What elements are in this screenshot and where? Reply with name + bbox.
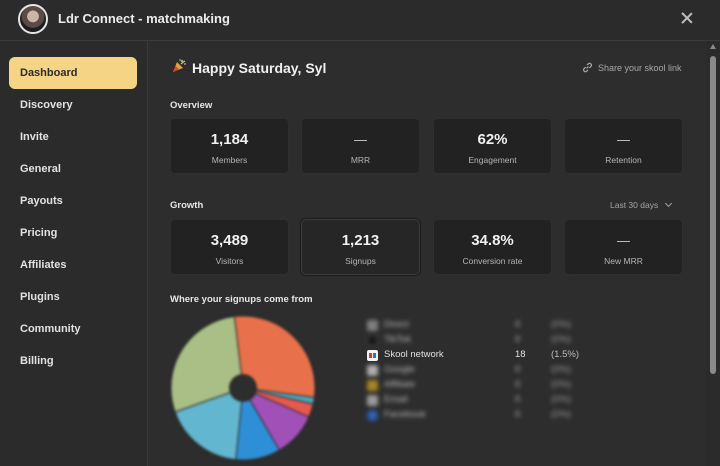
card-value: 1,213 [341,232,380,249]
source-name: Direct [384,319,409,330]
source-count: 0 [515,364,521,375]
sidebar-item-payouts[interactable]: Payouts [20,195,63,207]
source-name: Email [384,394,408,405]
source-percent: (0%) [551,409,572,420]
source-percent: (1.5%) [551,349,579,360]
skool-icon [367,350,378,361]
share-link[interactable]: Share your skool link [581,59,682,75]
scroll-thumb[interactable] [710,56,716,374]
tiktok-icon [367,335,378,346]
card-engagement[interactable]: 62% Engagement [433,118,552,174]
source-percent: (0%) [551,334,572,345]
source-count: 0 [515,409,521,420]
card-value: — [617,132,630,147]
source-row-email: Email 0 (0%) [365,394,585,408]
pie-slice [170,315,244,413]
source-count: 0 [515,379,521,390]
overview-title: Overview [170,100,213,111]
main-content: Happy Saturday, Syl Share your skool lin… [149,42,706,466]
party-popper-icon [173,59,186,72]
chevron-down-icon [665,199,673,208]
card-signups[interactable]: 1,213 Signups [301,219,420,275]
sidebar-item-community[interactable]: Community [20,323,81,335]
sources-title: Where your signups come from [170,294,313,305]
source-name: Affiliate [384,379,415,390]
card-value: 34.8% [471,232,514,249]
date-range-label: Last 30 days [610,200,659,210]
card-value: 3,489 [210,232,249,249]
source-count: 18 [515,349,526,360]
app-title: Ldr Connect - matchmaking [58,11,230,26]
sidebar-item-billing[interactable]: Billing [20,355,54,367]
pie-center-hole [229,374,257,402]
source-name: TikTok [384,334,412,345]
skool-logo-mark [369,353,376,358]
source-count: 0 [515,394,521,405]
card-value: 62% [477,131,508,148]
greeting: Happy Saturday, Syl [192,60,327,76]
sidebar: Dashboard Discovery Invite General Payou… [0,42,148,466]
signup-sources-pie [170,315,316,461]
email-icon [367,395,378,406]
sidebar-item-pricing[interactable]: Pricing [20,227,58,239]
source-row-direct: Direct 0 (0%) [365,319,585,333]
card-label: Visitors [215,256,244,266]
close-icon[interactable] [677,8,697,28]
card-label: Signups [345,256,376,266]
facebook-icon [367,410,378,421]
card-label: Engagement [468,155,517,165]
source-row-facebook: Facebook 0 (0%) [365,409,585,423]
card-visitors[interactable]: 3,489 Visitors [170,219,289,275]
source-row-affiliate: Affiliate 0 (0%) [365,379,585,393]
pie-slice [174,387,244,461]
sidebar-item-invite[interactable]: Invite [20,131,49,143]
sidebar-item-affiliates[interactable]: Affiliates [20,259,67,271]
pie-slice [233,315,316,398]
card-new-mrr[interactable]: — New MRR [564,219,683,275]
card-value: — [354,132,367,147]
source-count: 0 [515,334,521,345]
link-icon [583,63,592,73]
avatar[interactable] [18,4,48,34]
source-row-skool-network: Skool network 18 (1.5%) [365,349,585,363]
scroll-up-arrow-icon[interactable] [710,44,716,49]
source-row-google: Google 0 (0%) [365,364,585,378]
source-name: Facebook [384,409,426,420]
sidebar-item-discovery[interactable]: Discovery [20,99,73,111]
source-percent: (0%) [551,379,572,390]
date-range-select[interactable]: Last 30 days [610,199,673,210]
card-label: MRR [350,155,371,165]
growth-title: Growth [170,200,204,211]
source-percent: (0%) [551,364,572,375]
source-count: 0 [515,319,521,330]
card-label: Members [211,155,248,165]
source-name: Skool network [384,349,444,360]
card-value: 1,184 [210,131,249,148]
card-label: Conversion rate [462,256,523,266]
sidebar-item-dashboard[interactable]: Dashboard [9,57,137,89]
source-row-tiktok: TikTok 0 (0%) [365,334,585,348]
direct-icon [367,320,378,331]
google-icon [367,365,378,376]
card-conversion-rate[interactable]: 34.8% Conversion rate [433,219,552,275]
source-name: Google [384,364,415,375]
card-label: New MRR [604,256,643,266]
scrollbar[interactable] [706,42,720,466]
share-link-label: Share your skool link [598,62,682,73]
card-members[interactable]: 1,184 Members [170,118,289,174]
card-value: — [617,233,630,248]
card-label: Retention [605,155,642,165]
card-retention[interactable]: — Retention [564,118,683,174]
source-percent: (0%) [551,319,572,330]
affiliate-icon [367,380,378,391]
card-mrr[interactable]: — MRR [301,118,420,174]
sidebar-item-plugins[interactable]: Plugins [20,291,60,303]
header: Ldr Connect - matchmaking [0,0,720,41]
sidebar-item-general[interactable]: General [20,163,61,175]
source-percent: (0%) [551,394,572,405]
